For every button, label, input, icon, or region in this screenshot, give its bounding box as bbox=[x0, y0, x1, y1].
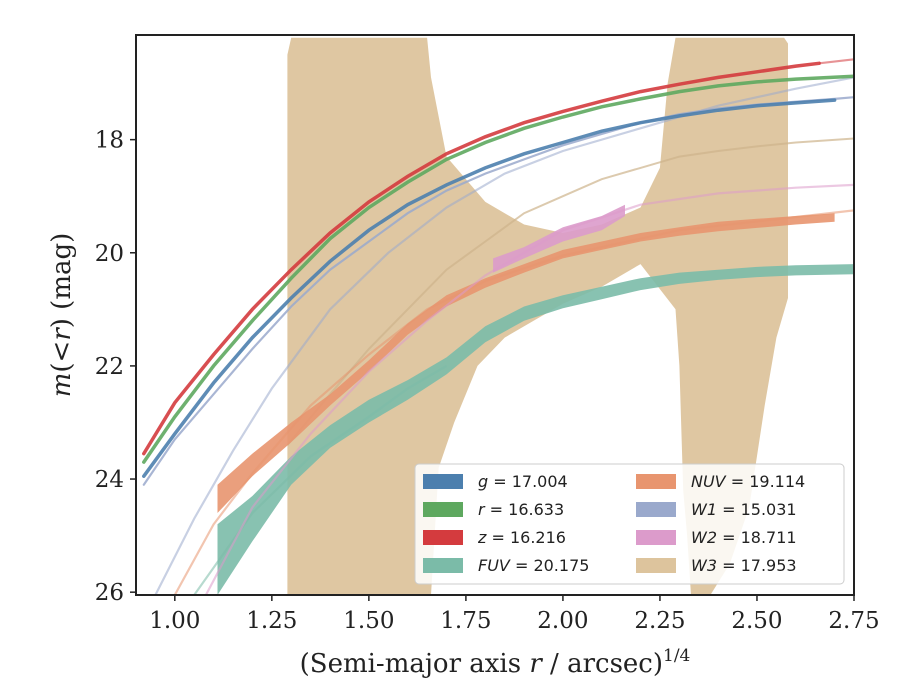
band-z-profile-line bbox=[142, 61, 821, 456]
band-z-extrapolated-line bbox=[818, 58, 854, 65]
legend-swatch bbox=[636, 558, 676, 573]
band-fuv-envelope bbox=[217, 264, 854, 595]
band-r-profile-line bbox=[142, 74, 854, 464]
band-w3-envelope bbox=[287, 37, 788, 595]
legend-swatch bbox=[636, 502, 676, 517]
legend-entry-label: FUV = 20.175 bbox=[478, 556, 589, 575]
legend-entry-label: g = 17.004 bbox=[478, 472, 568, 491]
band-g-profile-line bbox=[142, 98, 837, 478]
x-tick-label: 1.25 bbox=[246, 608, 297, 634]
legend-swatch bbox=[423, 558, 463, 573]
y-tick-label: 24 bbox=[95, 467, 124, 493]
x-tick-label: 1.00 bbox=[149, 608, 200, 634]
legend-swatch bbox=[423, 474, 463, 489]
y-tick-label: 26 bbox=[95, 580, 124, 606]
legend-entry-label: W2 = 18.711 bbox=[691, 528, 797, 547]
x-tick-label: 2.50 bbox=[731, 608, 782, 634]
legend-entry-label: W1 = 15.031 bbox=[691, 500, 797, 519]
band-nuv-extrapolated-line bbox=[173, 209, 854, 595]
legend-swatch bbox=[636, 530, 676, 545]
band-w1-extrapolated-line bbox=[154, 76, 854, 595]
x-tick-label: 2.25 bbox=[634, 608, 685, 634]
legend-box bbox=[414, 463, 845, 585]
y-tick-label: 22 bbox=[95, 354, 124, 380]
plot-area bbox=[142, 37, 854, 595]
band-w3-median-line bbox=[286, 137, 854, 446]
x-axis: 1.00 1.25 1.50 1.75 2.00 2.25 2.50 2.75 bbox=[149, 595, 880, 634]
legend-entry-label: W3 = 17.953 bbox=[691, 556, 797, 575]
legend-entry-label: z = 16.216 bbox=[477, 528, 566, 547]
x-axis-label: (Semi-major axis r / arcsec)1/4 bbox=[300, 646, 691, 679]
x-tick-label: 1.75 bbox=[440, 608, 491, 634]
legend-entry-label: r = 16.633 bbox=[478, 500, 564, 519]
legend-swatch bbox=[423, 502, 463, 517]
band-w2-extrapolated-line bbox=[204, 183, 854, 595]
y-tick-label: 20 bbox=[95, 241, 124, 267]
y-tick-label: 18 bbox=[95, 128, 124, 154]
x-tick-label: 2.00 bbox=[537, 608, 588, 634]
x-tick-label: 2.75 bbox=[828, 608, 879, 634]
x-tick-label: 1.50 bbox=[343, 608, 394, 634]
legend-entry-label: NUV = 19.114 bbox=[691, 472, 805, 491]
legend: g = 17.004 r = 16.633 z = 16.216 FUV = 20.1… bbox=[414, 463, 845, 585]
legend-swatch bbox=[423, 530, 463, 545]
legend-swatch bbox=[636, 474, 676, 489]
plot-frame bbox=[135, 34, 855, 596]
y-axis: 18 20 22 24 26 bbox=[95, 128, 136, 606]
y-axis-label: m(<r) (mag) bbox=[47, 233, 77, 398]
